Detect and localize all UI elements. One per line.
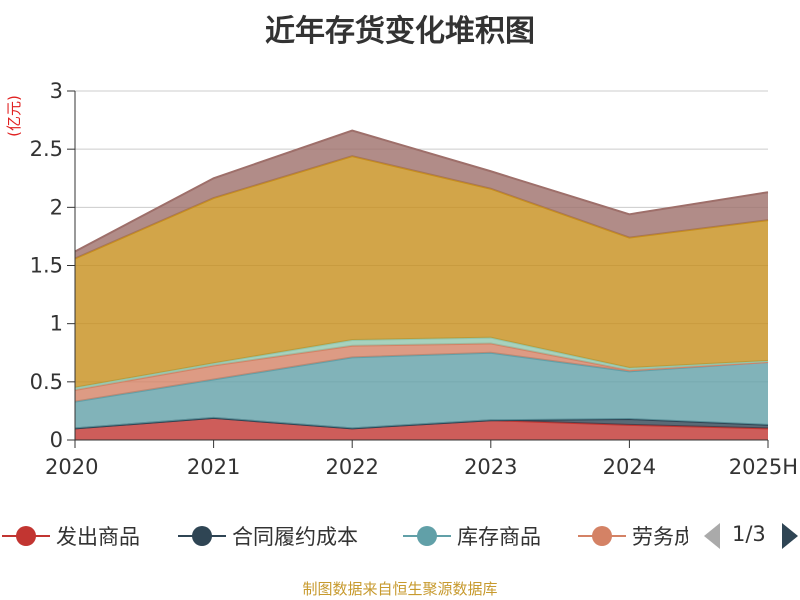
area-series-6[interactable]	[75, 130, 768, 259]
legend-item[interactable]: 劳务成本	[578, 516, 688, 556]
legend-marker-icon	[2, 516, 50, 556]
legend-marker-icon	[403, 516, 451, 556]
legend-item[interactable]: 发出商品	[2, 516, 140, 556]
legend-pager: 1/3	[700, 516, 800, 556]
legend-label: 发出商品	[56, 525, 140, 549]
legend-item[interactable]: 合同履约成本	[178, 516, 358, 556]
y-tick-label: 0.5	[30, 370, 63, 394]
legend-marker-icon	[578, 516, 626, 556]
source-note: 制图数据来自恒生聚源数据库	[302, 580, 498, 598]
chart-title: 近年存货变化堆积图	[265, 14, 535, 49]
legend-label: 合同履约成本	[232, 525, 358, 549]
series-line-6	[74, 129, 769, 253]
y-tick-label: 2	[50, 195, 63, 219]
area-series-3[interactable]	[75, 343, 768, 402]
area-series-0[interactable]	[75, 417, 768, 440]
area-series-5[interactable]	[75, 156, 768, 388]
x-tick-label: 2024	[603, 455, 656, 479]
series-line-1	[74, 416, 769, 430]
x-tick-label: 2020	[45, 455, 98, 479]
legend-marker-icon	[178, 516, 226, 556]
x-tick-label: 2022	[325, 455, 378, 479]
legend-prev-icon[interactable]	[704, 523, 720, 549]
legend-next-icon[interactable]	[782, 523, 798, 549]
y-unit-label: (亿元)	[5, 95, 23, 137]
legend-item[interactable]: 库存商品	[403, 516, 541, 556]
legend-label: 劳务成本	[632, 525, 688, 549]
x-tick-label: 2025H	[729, 455, 798, 479]
area-series-2[interactable]	[75, 352, 768, 429]
legend-page-indicator: 1/3	[732, 522, 766, 546]
y-tick-label: 0	[50, 428, 63, 452]
legend: 发出商品 合同履约成本 库存商品 劳务成本 1/3	[0, 516, 800, 556]
area-series-1[interactable]	[75, 417, 768, 429]
legend-label: 库存商品	[457, 525, 541, 549]
y-tick-label: 3	[50, 79, 63, 103]
x-tick-label: 2021	[187, 455, 240, 479]
y-tick-label: 1.5	[30, 254, 63, 278]
x-tick-label: 2023	[464, 455, 517, 479]
y-tick-label: 2.5	[30, 137, 63, 161]
y-tick-label: 1	[50, 312, 63, 336]
